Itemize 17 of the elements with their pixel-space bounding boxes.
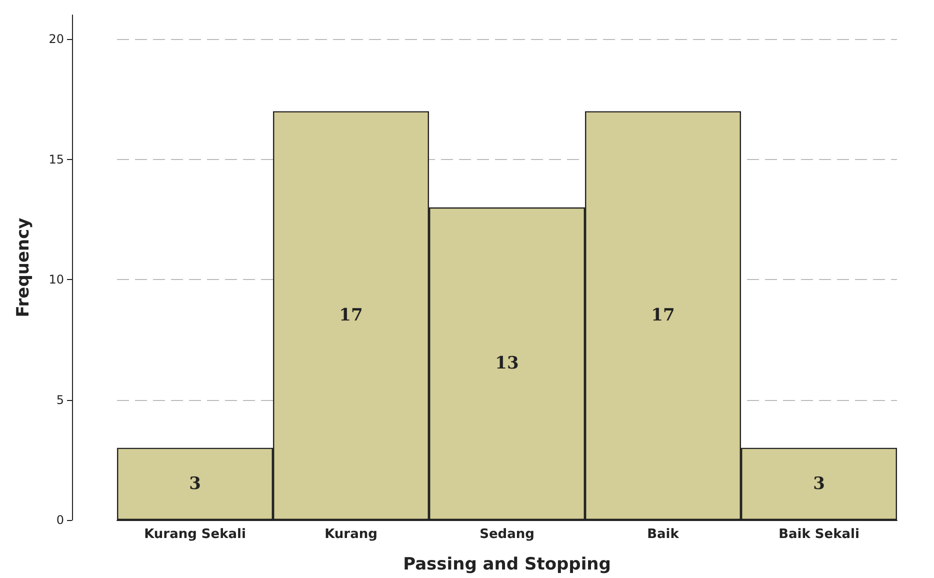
y-tick-label: 10 xyxy=(48,272,64,287)
x-tick-label: Kurang xyxy=(324,527,378,542)
data-label: 3 xyxy=(189,474,201,494)
y-tick-label: 5 xyxy=(56,392,64,407)
x-tick-label: Sedang xyxy=(480,527,534,542)
x-axis-title: Passing and Stopping xyxy=(403,554,611,574)
y-tick-label: 0 xyxy=(56,513,64,527)
y-axis-title: Frequency xyxy=(14,218,34,318)
x-tick-label: Baik xyxy=(647,527,680,542)
data-label: 17 xyxy=(651,306,675,326)
data-label: 3 xyxy=(813,474,825,494)
data-label: 13 xyxy=(495,354,519,374)
y-tick-label: 15 xyxy=(48,152,64,166)
x-tick-label: Baik Sekali xyxy=(778,527,860,542)
data-label: 17 xyxy=(339,306,363,326)
y-tick-label: 20 xyxy=(48,32,64,46)
x-tick-label: Kurang Sekali xyxy=(144,527,246,542)
